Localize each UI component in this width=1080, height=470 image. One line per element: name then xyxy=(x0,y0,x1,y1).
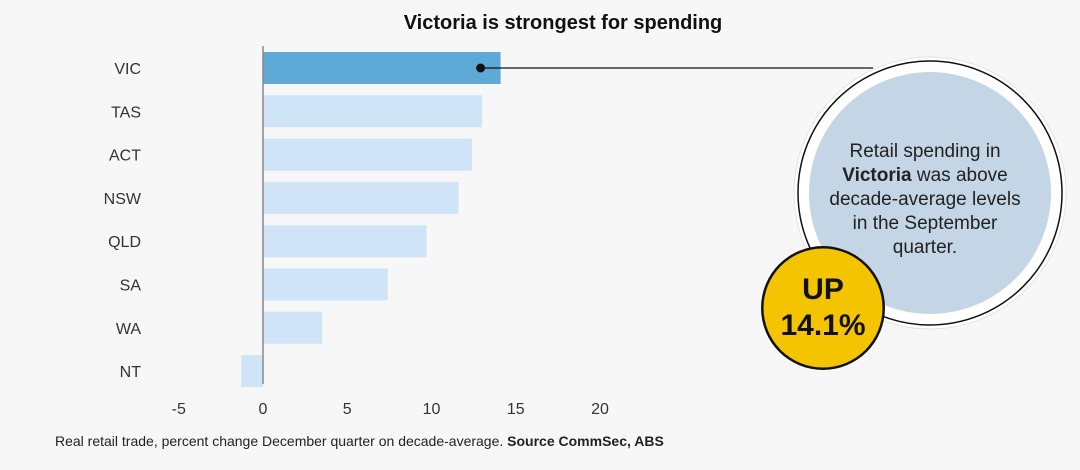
x-axis-ticks: -5 0 5 10 15 20 xyxy=(172,401,609,418)
category-label-vic: VIC xyxy=(114,61,141,78)
bar-tas xyxy=(263,95,483,128)
x-tick-label: 10 xyxy=(423,401,441,418)
badge-line-2: 14.1% xyxy=(780,309,865,342)
bars-group xyxy=(241,52,501,388)
category-label-nt: NT xyxy=(120,364,142,381)
bar-vic xyxy=(263,52,501,84)
footnote-source: Source CommSec, ABS xyxy=(507,433,664,449)
bar-wa xyxy=(263,311,322,344)
chart-title: Victoria is strongest for spending xyxy=(404,12,723,34)
bar-nsw xyxy=(263,181,459,214)
bar-act xyxy=(263,138,472,171)
category-label-qld: QLD xyxy=(108,234,141,251)
x-tick-label: 15 xyxy=(507,401,525,418)
callout-bold-word: Victoria xyxy=(842,165,912,186)
x-tick-label: 5 xyxy=(343,401,352,418)
bar-qld xyxy=(263,225,427,258)
category-label-sa: SA xyxy=(120,278,142,295)
category-label-wa: WA xyxy=(116,321,142,338)
badge-circle xyxy=(763,248,883,368)
callout-connector-dot xyxy=(476,63,486,73)
bar-sa xyxy=(263,268,388,301)
callout-line-2-rest: was above xyxy=(912,165,1008,186)
bar-nt xyxy=(241,355,263,388)
category-label-tas: TAS xyxy=(111,104,141,121)
category-labels: VIC TAS ACT NSW QLD SA WA NT xyxy=(104,61,142,381)
footnote-text: Real retail trade, percent change Decemb… xyxy=(55,433,508,449)
x-tick-label: 0 xyxy=(259,401,268,418)
category-label-nsw: NSW xyxy=(104,191,142,208)
footnote: Real retail trade, percent change Decemb… xyxy=(55,433,664,449)
x-tick-label: -5 xyxy=(172,401,186,418)
x-tick-label: 20 xyxy=(591,401,609,418)
callout-line-1: Retail spending in xyxy=(849,141,1000,162)
callout-line-4: in the September xyxy=(853,213,998,234)
badge-line-1: UP xyxy=(802,273,844,306)
callout-line-3: decade-average levels xyxy=(829,189,1020,210)
callout-circle xyxy=(809,72,1051,314)
callout-line-5: quarter. xyxy=(893,237,957,258)
callout-line-2: Victoria was above xyxy=(842,165,1007,186)
category-label-act: ACT xyxy=(109,148,141,165)
